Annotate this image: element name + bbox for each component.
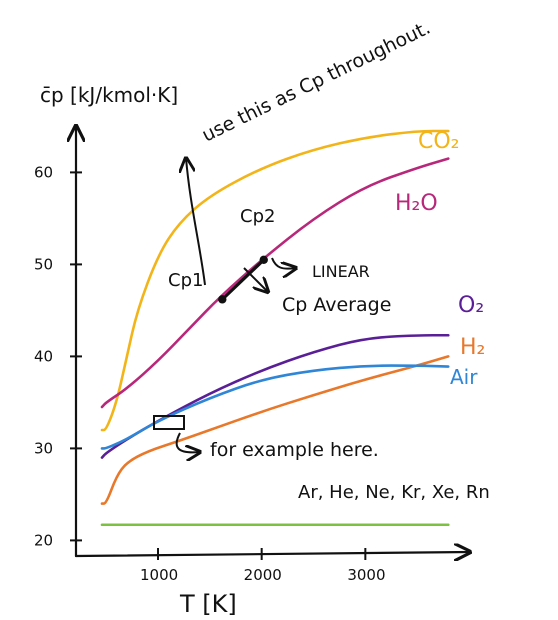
series-label-h2o: H₂O bbox=[395, 191, 438, 216]
example-arrow bbox=[175, 432, 200, 452]
x-tick-label: 2000 bbox=[244, 566, 282, 584]
point-cp1 bbox=[218, 295, 227, 304]
cp1-label: Cp1 bbox=[168, 270, 203, 291]
series-line-co2 bbox=[100, 129, 450, 432]
x-axis-label: T [K] bbox=[179, 590, 237, 618]
series-line-air bbox=[100, 364, 450, 450]
series-label-o2: O₂ bbox=[458, 293, 484, 318]
y-tick-label: 60 bbox=[34, 163, 53, 181]
y-tick-label: 30 bbox=[34, 439, 53, 457]
series-label-air: Air bbox=[450, 365, 478, 389]
cp-average-note: Cp Average bbox=[282, 294, 391, 316]
use-this-arrow bbox=[186, 158, 206, 286]
point-cp2 bbox=[259, 255, 268, 264]
y-axis-label: c̄p [kJ/kmol·K] bbox=[40, 83, 178, 107]
cp-average-arrow bbox=[243, 267, 268, 292]
y-ticks: 20 30 40 50 60 bbox=[34, 163, 82, 549]
series-line-h2 bbox=[100, 355, 450, 505]
top-note: use this as Cp throughout. bbox=[199, 17, 434, 147]
y-tick-label: 40 bbox=[34, 347, 53, 365]
cp2-label: Cp2 bbox=[240, 206, 275, 227]
example-note: for example here. bbox=[210, 439, 379, 461]
series-label-co2: CO₂ bbox=[418, 129, 460, 154]
linear-arrow bbox=[271, 257, 296, 269]
cp-points bbox=[218, 255, 268, 304]
x-ticks: 1000 2000 3000 bbox=[140, 548, 386, 584]
series-line-o2 bbox=[100, 333, 450, 459]
linear-note: LINEAR bbox=[312, 262, 370, 281]
series-label-noble: Ar, He, Ne, Kr, Xe, Rn bbox=[298, 482, 490, 503]
x-tick-label: 1000 bbox=[140, 566, 178, 584]
example-box bbox=[153, 415, 185, 430]
linear-segment bbox=[221, 258, 265, 301]
x-tick-label: 3000 bbox=[347, 566, 385, 584]
y-tick-label: 50 bbox=[34, 255, 53, 273]
series-label-h2: H₂ bbox=[460, 335, 485, 360]
y-tick-label: 20 bbox=[34, 531, 53, 549]
x-axis bbox=[74, 552, 470, 556]
